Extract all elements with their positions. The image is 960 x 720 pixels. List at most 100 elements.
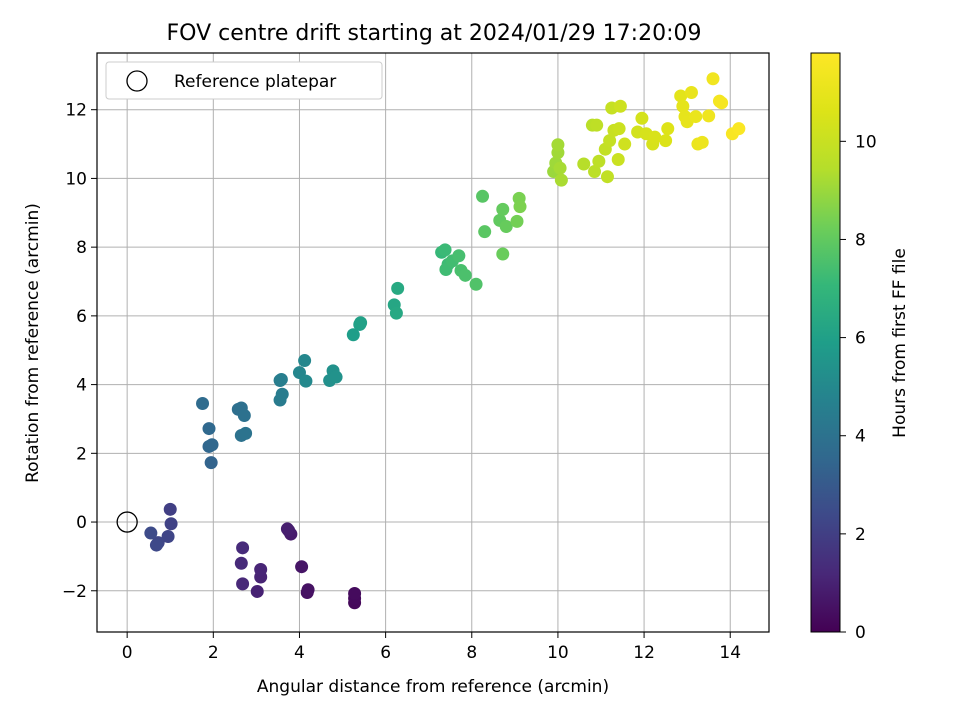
x-tick-label: 14 bbox=[719, 643, 741, 663]
data-point bbox=[513, 200, 527, 214]
legend: Reference platepar bbox=[105, 61, 383, 100]
data-point bbox=[275, 387, 289, 401]
data-point bbox=[452, 249, 466, 263]
data-point bbox=[164, 517, 178, 531]
data-point bbox=[590, 118, 604, 132]
y-tick-label: 2 bbox=[76, 444, 87, 464]
colorbar-tick-label: 8 bbox=[855, 230, 866, 250]
data-point bbox=[236, 577, 250, 591]
y-tick-label: 4 bbox=[76, 376, 87, 396]
data-point bbox=[659, 134, 673, 148]
plot-frame bbox=[96, 52, 770, 633]
data-point bbox=[635, 111, 649, 125]
data-point bbox=[149, 538, 163, 552]
data-point bbox=[438, 243, 452, 257]
data-point bbox=[577, 157, 591, 171]
x-tick-label: 4 bbox=[294, 643, 305, 663]
data-point bbox=[613, 99, 627, 113]
data-point bbox=[618, 137, 632, 151]
x-tick-label: 2 bbox=[208, 643, 219, 663]
data-point bbox=[236, 541, 250, 555]
y-tick-label: 6 bbox=[76, 307, 87, 327]
data-point bbox=[496, 247, 510, 261]
colorbar-gradient bbox=[810, 52, 841, 633]
data-point bbox=[499, 220, 513, 234]
data-point bbox=[301, 583, 315, 597]
data-point bbox=[329, 370, 343, 384]
data-point bbox=[476, 189, 490, 203]
data-point bbox=[510, 214, 524, 228]
colorbar: 0 2 4 6 8 10 Hours from first FF file bbox=[810, 52, 910, 643]
data-point bbox=[478, 225, 492, 239]
data-point bbox=[239, 426, 253, 440]
data-point bbox=[299, 374, 313, 388]
data-point bbox=[458, 268, 472, 282]
data-point bbox=[706, 72, 720, 86]
data-point bbox=[202, 422, 216, 436]
data-point bbox=[254, 562, 268, 576]
data-point bbox=[603, 134, 617, 148]
x-axis-label: Angular distance from reference (arcmin) bbox=[257, 677, 609, 697]
data-point bbox=[205, 438, 219, 452]
colorbar-label: Hours from first FF file bbox=[890, 248, 910, 438]
y-tick-label: 8 bbox=[76, 238, 87, 258]
data-point bbox=[346, 328, 360, 342]
data-point bbox=[250, 584, 264, 598]
data-point bbox=[496, 202, 510, 216]
data-point bbox=[600, 170, 614, 184]
y-axis-label: Rotation from reference (arcmin) bbox=[23, 203, 43, 483]
data-point bbox=[592, 154, 606, 168]
data-point bbox=[689, 110, 703, 124]
data-point bbox=[161, 529, 175, 543]
data-point bbox=[163, 502, 177, 516]
x-tick-label: 10 bbox=[547, 643, 569, 663]
data-point bbox=[196, 396, 210, 410]
data-point bbox=[348, 587, 362, 601]
data-point bbox=[612, 122, 626, 136]
data-point bbox=[674, 89, 688, 103]
y-tick-label: −2 bbox=[62, 582, 87, 602]
colorbar-tick-label: 4 bbox=[855, 427, 866, 447]
data-point bbox=[280, 522, 294, 536]
data-point bbox=[553, 161, 567, 175]
data-point bbox=[391, 281, 405, 295]
x-tick-label: 6 bbox=[380, 643, 391, 663]
data-point bbox=[715, 96, 729, 110]
x-tick-label: 0 bbox=[122, 643, 133, 663]
data-point bbox=[204, 456, 218, 470]
y-tick-label: 0 bbox=[76, 513, 87, 533]
data-point bbox=[732, 122, 746, 136]
colorbar-ticks: 0 2 4 6 8 10 bbox=[840, 132, 877, 643]
y-tick-label: 10 bbox=[65, 169, 87, 189]
data-point bbox=[588, 165, 602, 179]
data-point bbox=[389, 306, 403, 320]
data-point bbox=[144, 526, 158, 540]
data-point bbox=[648, 130, 662, 144]
data-point bbox=[684, 86, 698, 100]
data-point bbox=[661, 122, 675, 136]
data-point bbox=[676, 99, 690, 113]
data-point bbox=[237, 409, 251, 423]
colorbar-tick-label: 2 bbox=[855, 525, 866, 545]
reference-marker-group bbox=[116, 511, 138, 533]
data-points bbox=[144, 72, 746, 610]
legend-entry-reference: Reference platepar bbox=[174, 72, 336, 92]
data-point bbox=[611, 153, 625, 167]
data-point bbox=[274, 372, 288, 386]
x-axis-ticks: 0 2 4 6 8 10 12 14 bbox=[122, 632, 741, 663]
colorbar-tick-label: 0 bbox=[855, 623, 866, 643]
y-tick-label: 12 bbox=[65, 101, 87, 121]
reference-platepar-marker bbox=[116, 511, 138, 533]
data-point bbox=[295, 560, 309, 574]
legend-box bbox=[105, 61, 383, 100]
x-tick-label: 8 bbox=[466, 643, 477, 663]
data-point bbox=[234, 556, 248, 570]
data-point bbox=[469, 277, 483, 291]
data-point bbox=[354, 316, 368, 330]
legend-reference-marker bbox=[126, 70, 148, 92]
data-point bbox=[695, 135, 709, 149]
chart-title: FOV centre drift starting at 2024/01/29 … bbox=[167, 21, 702, 46]
colorbar-tick-label: 10 bbox=[855, 132, 877, 152]
data-point bbox=[702, 109, 716, 123]
